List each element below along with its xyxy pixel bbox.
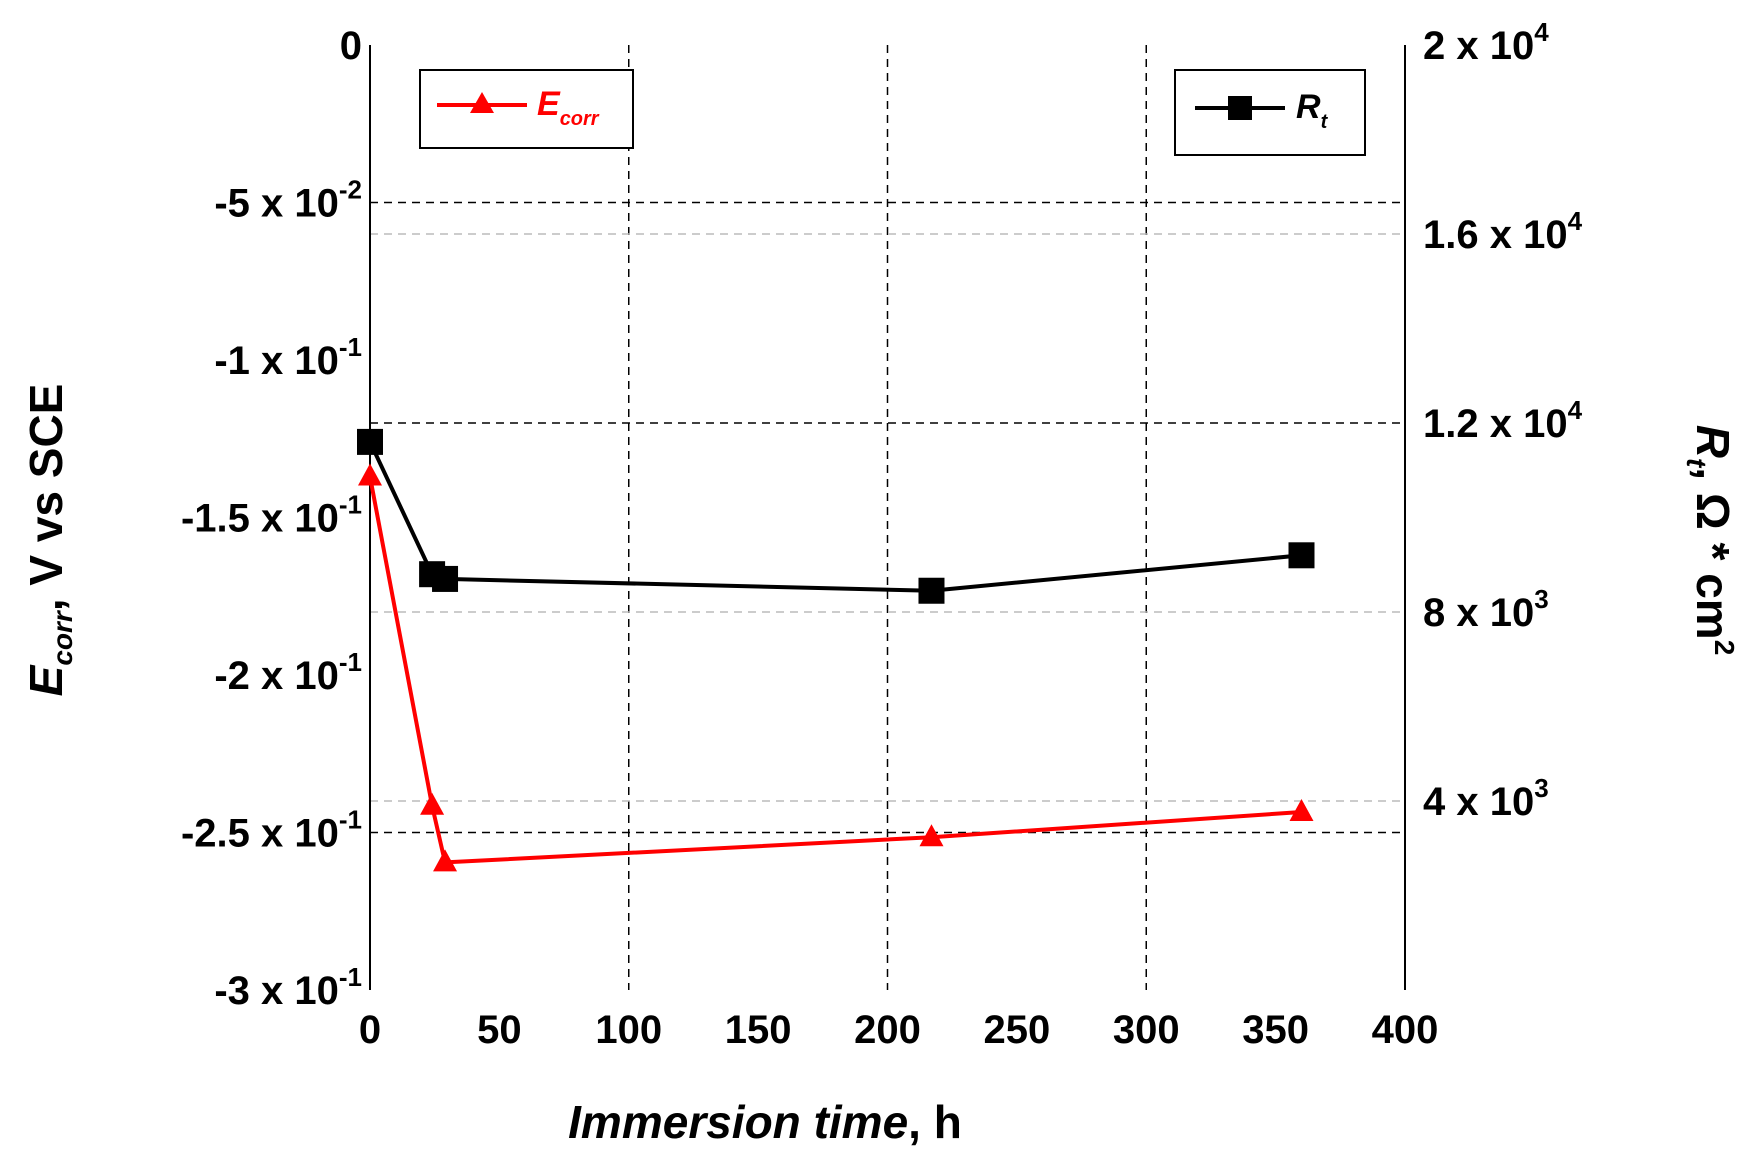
x-tick-label: 350 <box>1242 1008 1309 1052</box>
left-tick-exponent: -1 <box>339 805 362 835</box>
legend-rt-label: Rt <box>1296 88 1329 133</box>
ecorr-point <box>358 463 382 486</box>
right-tick-exponent: 4 <box>1568 206 1583 236</box>
left-tick-exponent: -1 <box>339 332 362 362</box>
legend-ecorr-marker <box>470 92 494 113</box>
right-tick-exponent: 4 <box>1534 17 1549 47</box>
legend-rt-box <box>1174 69 1366 156</box>
left-tick-label: -2.5 x 10-1 <box>181 805 362 856</box>
x-tick-label: 200 <box>854 1008 921 1052</box>
right-tick-label: 1.2 x 104 <box>1423 395 1583 446</box>
right-tick-exponent: 3 <box>1534 584 1548 614</box>
left-tick-exponent: -1 <box>339 647 362 677</box>
left-axis-title: Ecorr, V vs SCE <box>20 384 78 697</box>
axes <box>369 45 1406 990</box>
left-tick-exponent: -2 <box>339 175 362 205</box>
right-tick-exponent: 4 <box>1568 395 1583 425</box>
left-tick-mantissa: -1.5 x 10 <box>181 497 339 541</box>
left-tick-label: 0 <box>340 24 362 68</box>
x-tick-label: 0 <box>359 1008 381 1052</box>
left-tick-exponent: -1 <box>339 962 362 992</box>
left-tick-mantissa: -2.5 x 10 <box>181 812 339 856</box>
left-tick-label: -1 x 10-1 <box>214 332 362 383</box>
right-tick-mantissa: 4 x 10 <box>1423 780 1534 824</box>
right-tick-exponent: 3 <box>1534 773 1548 803</box>
x-axis-title: Immersion time, h <box>568 1096 962 1148</box>
right-tick-label: 8 x 103 <box>1423 584 1549 635</box>
series-layer <box>357 428 1315 872</box>
legend-rt-marker <box>1228 96 1252 120</box>
legend-rt: Rt <box>1174 69 1366 156</box>
legend-ecorr-label: Ecorr <box>537 85 600 130</box>
x-tick-label: 400 <box>1372 1008 1439 1052</box>
right-tick-mantissa: 1.6 x 10 <box>1423 213 1568 257</box>
left-tick-label: -2 x 10-1 <box>214 647 362 698</box>
right-tick-mantissa: 1.2 x 10 <box>1423 402 1568 446</box>
ecorr-point <box>420 792 445 815</box>
ecorr-point <box>919 824 944 847</box>
left-tick-mantissa: -2 x 10 <box>214 654 339 698</box>
left-tick-mantissa: -3 x 10 <box>214 969 339 1013</box>
x-tick-label: 250 <box>984 1008 1051 1052</box>
left-tick-label: -3 x 10-1 <box>214 962 362 1013</box>
right-tick-label: 1.6 x 104 <box>1423 206 1583 257</box>
right-tick-label: 4 x 103 <box>1423 773 1549 824</box>
rt-point <box>1288 542 1315 569</box>
series-line-ecorr <box>368 476 1302 865</box>
series-line-rt <box>368 441 1302 593</box>
left-tick-label: -5 x 10-2 <box>214 175 362 226</box>
x-tick-label: 300 <box>1113 1008 1180 1052</box>
legend-ecorr-box <box>419 69 634 149</box>
left-tick-mantissa: -5 x 10 <box>214 182 339 226</box>
x-tick-label: 150 <box>725 1008 792 1052</box>
x-tick-label: 50 <box>477 1008 522 1052</box>
right-tick-label: 2 x 104 <box>1423 17 1549 68</box>
rt-point <box>357 428 383 455</box>
ecorr-point <box>433 849 458 872</box>
left-tick-exponent: -1 <box>339 490 362 520</box>
tick-labels: 0 50 100 150 200 250 300 350 400 0 -5 x 10-2 -1 x 1… <box>181 17 1583 1052</box>
right-tick-mantissa: 8 x 10 <box>1423 591 1534 635</box>
rt-point <box>432 565 459 592</box>
rt-point <box>918 577 945 604</box>
right-tick-mantissa: 2 x 10 <box>1423 24 1534 68</box>
left-tick-label: -1.5 x 10-1 <box>181 490 362 541</box>
right-axis-title: Rt, Ω * cm2 <box>1681 425 1740 656</box>
x-tick-label: 100 <box>595 1008 662 1052</box>
grid-lines <box>370 45 1405 990</box>
ecorr-point <box>1289 799 1314 822</box>
left-tick-mantissa: -1 x 10 <box>214 339 339 383</box>
legend-ecorr: Ecorr <box>419 69 634 149</box>
